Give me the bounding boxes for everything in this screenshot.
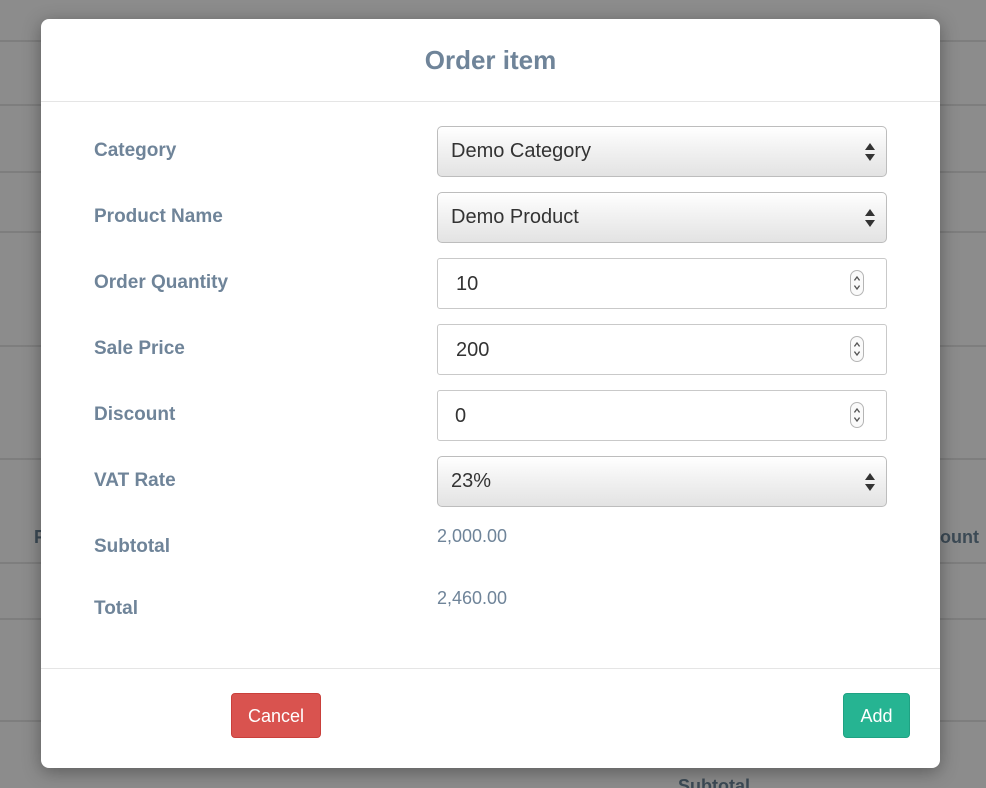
order-quantity-label: Order Quantity: [94, 272, 229, 293]
background-column-header: F: [34, 527, 45, 547]
select-arrows-icon: [865, 143, 875, 161]
discount-value: 0: [455, 405, 467, 427]
cancel-button[interactable]: Cancel: [231, 693, 321, 738]
sale-price-value: 200: [456, 339, 490, 361]
product-name-selected-value: Demo Product: [451, 206, 579, 228]
dialog-title: Order item: [424, 45, 557, 75]
subtotal-label: Subtotal: [94, 536, 170, 557]
background-column-header: ount: [940, 527, 979, 547]
background-subtotal-label: Subtotal: [678, 776, 750, 788]
dialog-footer: Cancel Add: [41, 668, 940, 768]
order-quantity-value: 10: [456, 273, 479, 295]
discount-input[interactable]: 0: [437, 390, 887, 441]
dialog-header: Order item: [41, 19, 940, 102]
order-quantity-input[interactable]: 10: [437, 258, 887, 309]
vat-rate-selected-value: 23%: [451, 470, 492, 492]
number-spinner-icon[interactable]: [850, 336, 864, 362]
category-selected-value: Demo Category: [451, 140, 592, 162]
sale-price-input[interactable]: 200: [437, 324, 887, 375]
total-value: 2,460.00: [437, 588, 508, 608]
sale-price-label: Sale Price: [94, 338, 185, 359]
category-label: Category: [94, 140, 177, 161]
discount-label: Discount: [94, 404, 176, 425]
vat-rate-select[interactable]: 23%: [437, 456, 887, 507]
order-item-dialog: Order item Category Demo Category Produc…: [41, 19, 940, 768]
subtotal-value: 2,000.00: [437, 526, 508, 546]
product-name-label: Product Name: [94, 206, 223, 227]
add-button[interactable]: Add: [843, 693, 910, 738]
vat-rate-label: VAT Rate: [94, 470, 176, 491]
total-label: Total: [94, 598, 138, 619]
select-arrows-icon: [865, 209, 875, 227]
category-select[interactable]: Demo Category: [437, 126, 887, 177]
product-name-select[interactable]: Demo Product: [437, 192, 887, 243]
select-arrows-icon: [865, 473, 875, 491]
number-spinner-icon[interactable]: [850, 402, 864, 428]
number-spinner-icon[interactable]: [850, 270, 864, 296]
